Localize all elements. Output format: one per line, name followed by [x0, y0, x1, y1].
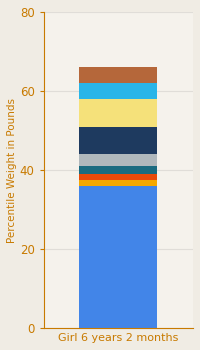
Bar [79, 166, 157, 174]
Bar [79, 186, 157, 328]
Bar [79, 174, 157, 180]
Y-axis label: Percentile Weight in Pounds: Percentile Weight in Pounds [7, 98, 17, 243]
Bar [79, 67, 157, 83]
Bar [79, 83, 157, 99]
Bar [79, 180, 157, 186]
Bar [79, 154, 157, 166]
Bar [79, 99, 157, 127]
Bar [79, 127, 157, 154]
